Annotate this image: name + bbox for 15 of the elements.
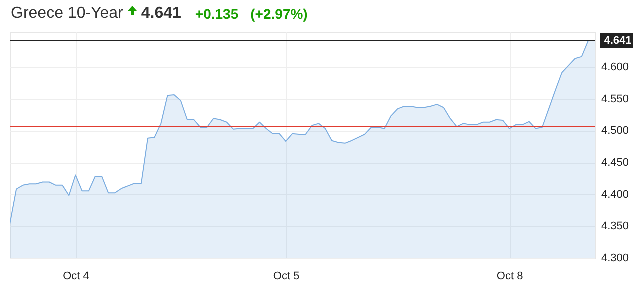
text: 4.641	[141, 5, 182, 23]
x-tick-label: Oct 5	[273, 270, 300, 282]
text: +0.135	[195, 6, 239, 22]
y-tick-label: 4.350	[602, 220, 630, 233]
y-tick-label: 4.500	[602, 125, 630, 138]
y-tick-label: 4.550	[602, 93, 630, 106]
y-tick-label: 4.450	[602, 157, 630, 170]
x-tick-label: Oct 8	[496, 270, 524, 282]
y-tick-label: 4.600	[602, 62, 630, 74]
chart-title: Greece 10-Year	[11, 5, 124, 23]
y-tick-label: 4.400	[602, 188, 630, 201]
ref-line-label: 4.641	[604, 34, 632, 47]
y-tick-label: 4.300	[602, 252, 630, 264]
x-tick-label: Oct 4	[63, 270, 90, 282]
text: (+2.97%)	[250, 6, 308, 22]
